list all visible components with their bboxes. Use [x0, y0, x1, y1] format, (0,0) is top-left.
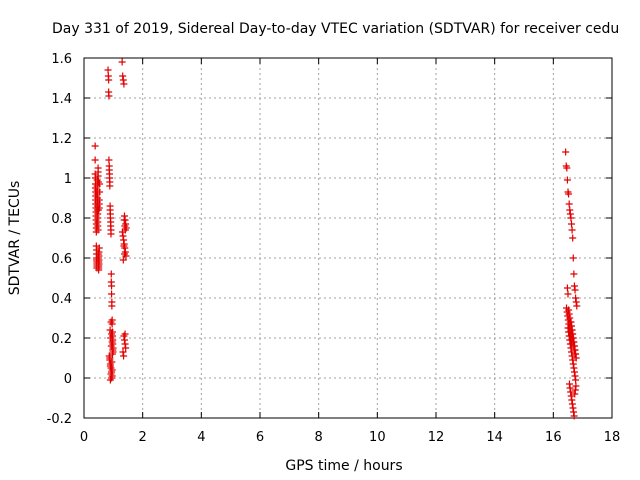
data-point-marker — [118, 58, 126, 66]
data-point-marker — [120, 352, 128, 360]
data-point-marker — [563, 164, 571, 172]
data-point-marker — [569, 234, 577, 242]
data-point-marker — [96, 188, 104, 196]
y-tick-label: 0.4 — [51, 292, 72, 307]
y-tick-labels: -0.2 0 0.2 0.4 0.6 0.8 1 1.2 1.4 1.6 — [47, 52, 72, 427]
data-point-marker — [120, 242, 128, 250]
data-point-marker — [120, 80, 128, 88]
data-point-marker — [106, 354, 114, 362]
data-point-marker — [108, 338, 116, 346]
x-tick-label: 0 — [80, 430, 88, 445]
data-point-marker — [568, 340, 576, 348]
data-point-marker — [91, 156, 99, 164]
data-point-marker — [121, 226, 129, 234]
axis-ticks — [83, 57, 613, 419]
chart-title: Day 331 of 2019, Sidereal Day-to-day VTE… — [52, 21, 619, 37]
data-point-marker — [107, 230, 115, 238]
data-point-marker — [120, 216, 128, 224]
data-point-marker — [565, 200, 573, 208]
data-point-marker — [104, 66, 112, 74]
data-point-marker — [108, 366, 116, 374]
x-tick-label: 18 — [604, 430, 621, 445]
data-point-marker — [565, 190, 573, 198]
x-tick-label: 10 — [369, 430, 386, 445]
y-tick-label: -0.2 — [47, 412, 72, 427]
data-point-marker — [108, 350, 116, 358]
data-point-marker — [95, 244, 103, 252]
data-point-marker — [105, 76, 113, 84]
data-point-marker — [108, 282, 116, 290]
x-tick-labels: 0 2 4 6 8 10 12 14 16 18 — [80, 430, 620, 445]
data-point-marker — [122, 344, 130, 352]
data-point-marker — [563, 176, 571, 184]
x-tick-label: 2 — [139, 430, 147, 445]
x-tick-label: 8 — [315, 430, 323, 445]
y-tick-label: 1 — [64, 172, 72, 187]
data-point-marker — [106, 182, 114, 190]
data-points — [91, 58, 581, 420]
data-point-marker — [107, 270, 115, 278]
data-point-marker — [108, 374, 116, 382]
data-point-marker — [572, 382, 580, 390]
data-point-marker — [107, 318, 115, 326]
x-axis-label: GPS time / hours — [285, 458, 402, 474]
y-tick-label: 0.2 — [51, 332, 72, 347]
data-point-marker — [570, 412, 578, 420]
y-tick-label: 1.6 — [51, 52, 72, 67]
x-tick-label: 14 — [486, 430, 503, 445]
data-point-marker — [108, 290, 116, 298]
data-point-marker — [108, 330, 116, 338]
y-tick-label: 0.8 — [51, 212, 72, 227]
y-axis-label: SDTVAR / TECUs — [7, 181, 23, 296]
x-tick-label: 6 — [256, 430, 264, 445]
data-point-marker — [564, 290, 572, 298]
data-point-marker — [95, 196, 103, 204]
data-point-marker — [568, 226, 576, 234]
x-tick-label: 16 — [545, 430, 562, 445]
data-point-marker — [572, 354, 580, 362]
data-point-marker — [571, 286, 579, 294]
plot-frame — [83, 57, 613, 419]
data-point-marker — [106, 326, 114, 334]
data-point-marker — [572, 376, 580, 384]
data-point-marker — [573, 302, 581, 310]
data-point-marker — [94, 172, 102, 180]
data-point-marker — [569, 254, 577, 262]
y-tick-label: 0.6 — [51, 252, 72, 267]
data-point-marker — [108, 302, 116, 310]
data-point-marker — [567, 214, 575, 222]
data-point-marker — [106, 362, 114, 370]
data-point-marker — [105, 92, 113, 100]
data-point-marker — [96, 180, 104, 188]
data-point-marker — [107, 342, 115, 350]
data-point-marker — [107, 334, 115, 342]
data-point-marker — [563, 284, 571, 292]
data-point-marker — [91, 142, 99, 150]
data-point-marker — [95, 266, 103, 274]
data-point-marker — [121, 330, 129, 338]
y-tick-label: 0 — [64, 372, 72, 387]
x-tick-label: 12 — [428, 430, 445, 445]
data-point-marker — [120, 250, 128, 258]
x-tick-label: 4 — [197, 430, 205, 445]
y-tick-label: 1.4 — [51, 92, 72, 107]
data-point-marker — [94, 226, 102, 234]
data-point-marker — [119, 256, 127, 264]
y-tick-label: 1.2 — [51, 132, 72, 147]
data-point-marker — [108, 358, 116, 366]
data-point-marker — [105, 156, 113, 164]
data-point-marker — [568, 220, 576, 228]
data-point-marker — [562, 148, 570, 156]
grid-lines — [84, 58, 612, 418]
data-point-marker — [570, 270, 578, 278]
